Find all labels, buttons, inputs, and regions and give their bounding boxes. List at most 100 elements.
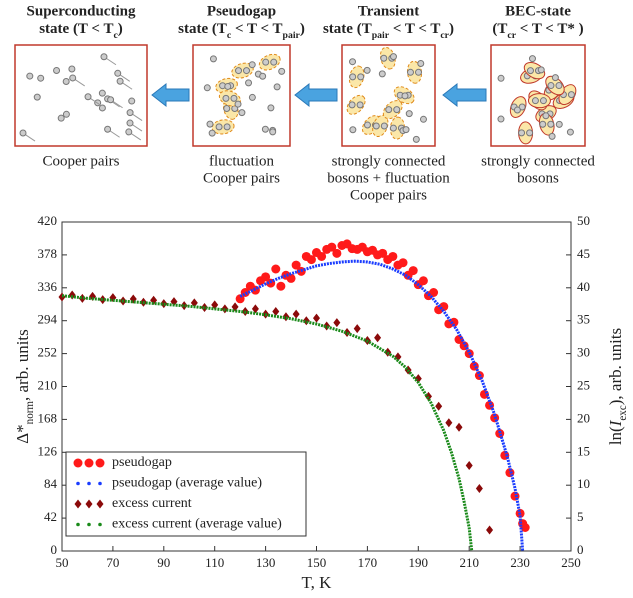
y2-tick-label: 40 <box>577 279 590 294</box>
pair <box>258 53 281 71</box>
particle <box>419 115 427 123</box>
particle <box>555 120 563 128</box>
y2-tick-label: 10 <box>577 476 590 491</box>
point <box>378 248 388 258</box>
text-part: ) <box>449 21 454 37</box>
text-part: < T < T <box>389 21 440 37</box>
particle <box>405 110 413 118</box>
point <box>73 458 83 468</box>
particle <box>259 72 267 80</box>
y2-tick-label: 35 <box>577 312 590 327</box>
y-axis-label: Δ*norm, arb. units <box>13 329 36 444</box>
x-tick-label: 110 <box>205 555 224 570</box>
particle <box>380 122 388 130</box>
subscript: exc <box>617 405 629 420</box>
particle <box>62 78 70 86</box>
subscript: c <box>113 30 118 41</box>
text-part: state (T < T <box>39 21 113 37</box>
particle <box>378 70 386 78</box>
text-part: ), arb. units <box>606 328 625 405</box>
state-caption: Cooper pairs <box>350 187 427 203</box>
arrow <box>442 82 487 108</box>
text-part: state (T <box>178 21 227 37</box>
x-tick-label: 130 <box>256 555 276 570</box>
point <box>408 266 418 276</box>
particle <box>209 55 217 63</box>
subscript: c <box>227 30 232 41</box>
y-tick-label: 126 <box>38 443 58 458</box>
particle <box>551 74 559 82</box>
point <box>87 481 91 486</box>
point <box>435 401 443 411</box>
particle <box>278 67 286 75</box>
pair <box>382 100 403 120</box>
particle <box>223 104 231 112</box>
particle <box>539 97 547 105</box>
x-tick-label: 250 <box>561 555 581 570</box>
particle <box>363 66 371 74</box>
particle <box>100 53 108 61</box>
point <box>398 258 408 268</box>
y2-axis-label: ln(Iexc), arb. units <box>606 328 629 445</box>
state-title: Pseudogap <box>207 3 276 19</box>
point <box>95 458 105 468</box>
particle <box>539 120 547 128</box>
point <box>76 481 80 486</box>
x-tick-label: 150 <box>307 555 327 570</box>
legend-label: excess current (average value) <box>112 517 282 532</box>
point <box>74 499 82 509</box>
point <box>418 276 428 286</box>
point <box>98 522 102 527</box>
particle <box>402 126 410 134</box>
particle <box>230 94 238 102</box>
particle <box>248 93 256 101</box>
point <box>201 303 209 313</box>
point <box>429 288 439 297</box>
state-caption: strongly connected <box>481 153 595 169</box>
particle <box>206 120 214 128</box>
text-part: , arb. units <box>13 329 32 401</box>
state-condition: state (T < Tc) <box>39 21 123 40</box>
y-tick-label: 378 <box>38 246 58 261</box>
particle <box>348 101 356 109</box>
particle <box>542 112 550 120</box>
particle <box>261 125 269 133</box>
particle <box>349 73 357 81</box>
state-caption: fluctuation <box>209 153 274 169</box>
y-tick-label: 294 <box>38 312 58 327</box>
point <box>520 523 530 532</box>
particle <box>128 97 136 105</box>
particle <box>245 79 253 87</box>
state-condition: (Tcr < T < T* ) <box>492 21 583 40</box>
arrow <box>151 82 190 108</box>
particle <box>363 121 371 129</box>
point <box>374 333 382 343</box>
pair <box>527 93 551 109</box>
point <box>469 361 479 371</box>
text-part: ln( <box>606 426 625 445</box>
particle <box>349 126 357 134</box>
point <box>211 300 219 310</box>
particle <box>401 92 409 100</box>
particle <box>98 104 106 112</box>
particle <box>262 58 270 66</box>
particle <box>537 66 545 74</box>
y-tick-label: 0 <box>51 542 58 557</box>
particle <box>412 135 420 143</box>
particle <box>215 123 223 131</box>
y2-tick-label: 15 <box>577 443 590 458</box>
pair <box>545 75 565 96</box>
pair <box>211 119 235 135</box>
y-tick-label: 336 <box>38 279 58 294</box>
particle <box>53 67 61 75</box>
particle <box>68 65 76 73</box>
x-tick-label: 210 <box>459 555 479 570</box>
subscript: cr <box>440 30 449 41</box>
point <box>475 483 483 493</box>
point <box>276 281 286 291</box>
point <box>251 304 259 314</box>
arrow <box>294 82 338 108</box>
state-caption: bosons <box>517 170 559 186</box>
point <box>231 302 239 312</box>
particle <box>356 101 364 109</box>
